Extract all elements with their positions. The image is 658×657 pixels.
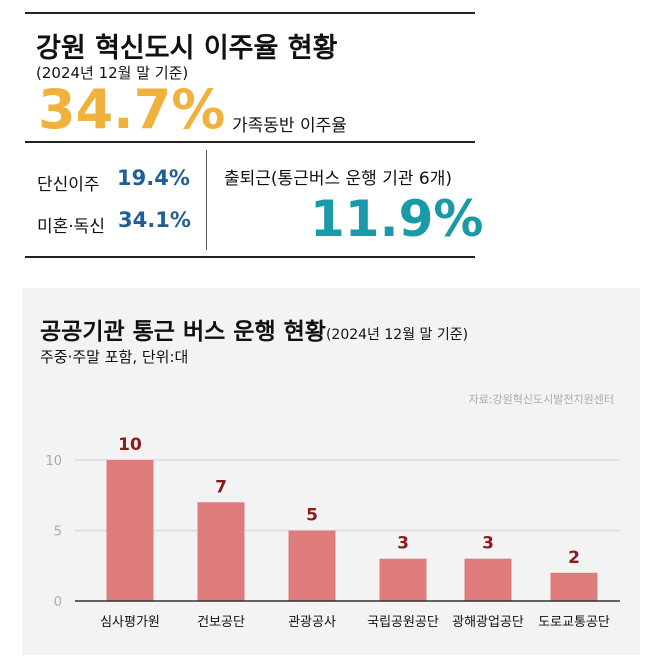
x-tick-label: 광해광업공단 — [452, 615, 524, 630]
single-label: 단신이주 — [37, 175, 100, 195]
chart-source: 자료:강원혁신도시발전지원센터 — [468, 393, 614, 406]
middle-rule — [25, 141, 475, 143]
chart-subtitle: 주중·주말 포함, 단위:대 — [40, 348, 189, 366]
single-value: 19.4% — [117, 166, 190, 190]
x-tick-label: 관광공사 — [288, 615, 336, 630]
data-label: 5 — [306, 506, 318, 526]
top-rule — [25, 12, 475, 14]
data-label: 3 — [482, 534, 494, 554]
bar — [379, 558, 427, 601]
vertical-divider — [206, 150, 207, 250]
commute-value: 11.9% — [310, 190, 484, 248]
bar — [550, 572, 598, 601]
x-tick-label: 국립공원공단 — [367, 615, 439, 630]
bar — [288, 530, 336, 601]
y-tick-label: 10 — [45, 454, 62, 469]
chart-title-main: 공공기관 통근 버스 운행 현황 — [40, 319, 326, 345]
bar — [464, 558, 512, 601]
x-tick-label: 도로교통공단 — [538, 615, 610, 630]
y-tick-label: 0 — [54, 595, 62, 610]
chart-title: 공공기관 통근 버스 운행 현황(2024년 12월 말 기준) — [40, 312, 468, 346]
data-label: 3 — [397, 534, 409, 554]
data-label: 7 — [215, 477, 227, 497]
y-tick-label: 5 — [54, 525, 62, 540]
page-title: 강원 혁신도시 이주율 현황 — [36, 33, 338, 64]
chart-title-note: (2024년 12월 말 기준) — [325, 327, 469, 343]
bar — [197, 502, 245, 601]
unmarried-value: 34.1% — [118, 208, 191, 232]
data-label: 10 — [118, 435, 142, 455]
data-label: 2 — [568, 548, 580, 568]
family-migration-value: 34.7% — [38, 78, 226, 141]
family-migration-label: 가족동반 이주율 — [232, 116, 347, 136]
x-tick-label: 건보공단 — [197, 615, 245, 630]
bar — [106, 460, 154, 601]
x-tick-label: 심사평가원 — [100, 615, 160, 630]
commute-label: 출퇴근(통근버스 운행 기관 6개) — [224, 169, 452, 189]
unmarried-label: 미혼·독신 — [37, 217, 105, 237]
bottom-rule — [25, 256, 475, 258]
page-subtitle: (2024년 12월 말 기준) — [36, 64, 189, 82]
